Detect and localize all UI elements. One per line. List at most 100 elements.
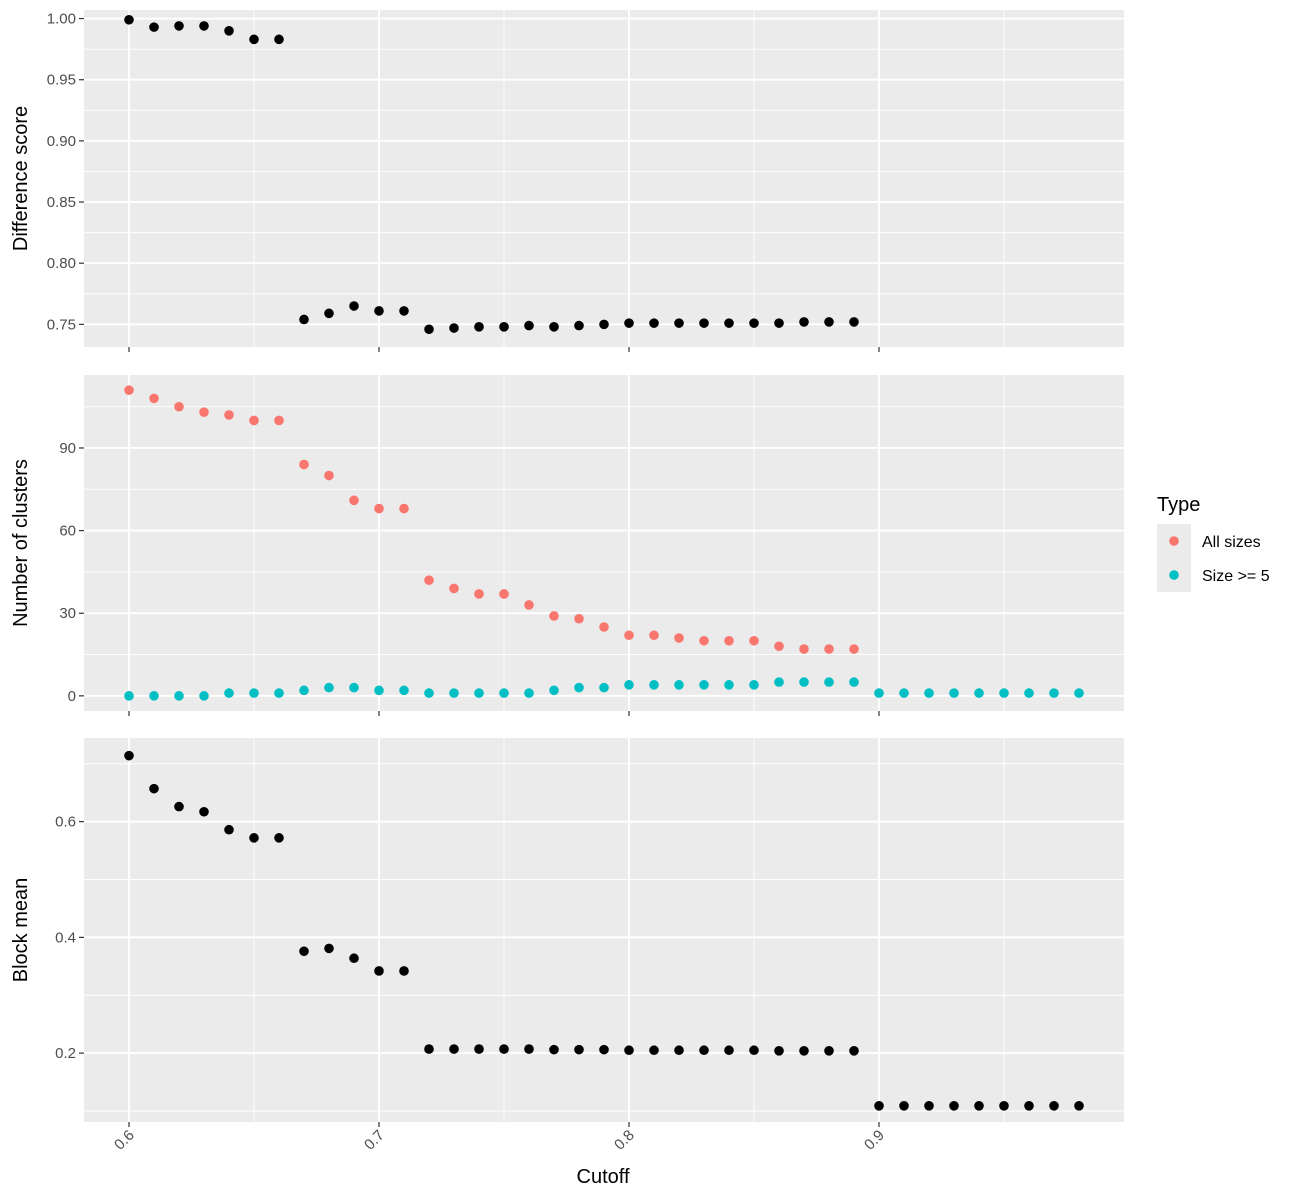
series-3-1: [124, 750, 1084, 1111]
panel-background: [84, 375, 1124, 711]
data-point: [799, 677, 809, 687]
data-point: [424, 324, 434, 335]
y-tick-label: 0.6: [55, 814, 76, 831]
panel-2: 0 30 60 90 Number of clusters: [10, 375, 1124, 716]
data-point: [674, 1045, 684, 1056]
data-point: [299, 459, 309, 470]
panel-background: [84, 738, 1124, 1122]
data-point: [399, 685, 409, 696]
data-point: [549, 322, 559, 332]
data-point: [349, 495, 359, 506]
y-tick-label: 0.4: [55, 929, 76, 946]
data-point: [924, 1100, 934, 1111]
data-point: [274, 415, 284, 426]
y-tick-label: 90: [59, 440, 76, 457]
y-tick-label: 0.2: [55, 1045, 76, 1062]
y-axis-title: Difference score: [10, 106, 32, 251]
data-point: [449, 583, 459, 594]
data-point: [649, 630, 659, 641]
data-point: [149, 22, 159, 32]
data-point: [974, 1100, 984, 1111]
data-point: [674, 633, 684, 643]
data-point: [874, 688, 884, 698]
data-point: [949, 1100, 959, 1111]
data-point: [574, 682, 584, 693]
panel-3: 0.2 0.4 0.6 Block mean: [10, 738, 1124, 1127]
y-axis-title: Block mean: [10, 878, 32, 983]
data-point: [774, 318, 784, 328]
series-2-2: [124, 677, 1084, 701]
data-point: [299, 314, 309, 325]
data-point: [424, 688, 434, 698]
data-point: [474, 1044, 484, 1054]
data-point: [199, 407, 209, 417]
data-point: [149, 393, 159, 404]
data-point: [649, 1045, 659, 1056]
data-point: [899, 688, 909, 698]
y-tick-label: 0.75: [47, 316, 76, 333]
series-2-1: [124, 385, 859, 654]
legend-label-size-ge-5: Size >= 5: [1202, 568, 1270, 585]
data-point: [124, 14, 134, 25]
y-axis-title: Number of clusters: [10, 459, 32, 627]
data-point: [524, 320, 534, 331]
data-point: [374, 306, 384, 316]
data-point: [424, 1044, 434, 1054]
data-point: [824, 317, 834, 327]
legend-key-size-ge-5: [1169, 570, 1179, 580]
data-point: [399, 966, 409, 976]
y-tick-label: 0.85: [47, 194, 76, 211]
data-point: [399, 503, 409, 514]
y-tick-label: 0.90: [47, 133, 76, 150]
data-point: [199, 691, 209, 701]
data-point: [174, 691, 184, 701]
data-point: [699, 1045, 709, 1056]
data-point: [799, 644, 809, 654]
data-point: [249, 415, 259, 426]
data-point: [1049, 1100, 1059, 1111]
y-tick-label: 0.95: [47, 72, 76, 89]
data-point: [474, 589, 484, 599]
data-point: [1074, 1100, 1084, 1111]
data-point: [149, 691, 159, 701]
data-point: [499, 688, 509, 698]
legend: Type All sizes Size >= 5: [1157, 494, 1270, 592]
data-point: [299, 685, 309, 696]
data-point: [724, 1045, 734, 1056]
data-point: [124, 750, 134, 761]
data-point: [624, 1045, 634, 1056]
y-tick-label: 30: [59, 605, 76, 622]
data-point: [374, 966, 384, 976]
data-point: [499, 1044, 509, 1054]
data-point: [474, 688, 484, 698]
data-point: [1024, 1100, 1034, 1111]
data-point: [899, 1100, 909, 1111]
data-point: [549, 611, 559, 621]
data-point: [174, 401, 184, 412]
data-point: [324, 682, 334, 693]
data-point: [624, 318, 634, 328]
data-point: [174, 801, 184, 812]
data-point: [399, 306, 409, 316]
data-point: [774, 641, 784, 652]
data-point: [449, 688, 459, 698]
data-point: [774, 677, 784, 687]
data-point: [549, 685, 559, 696]
data-point: [799, 317, 809, 327]
legend-title: Type: [1157, 494, 1200, 516]
data-point: [349, 953, 359, 964]
series-1-1: [124, 14, 859, 335]
data-point: [599, 1044, 609, 1055]
y-tick-label: 1.00: [47, 11, 76, 28]
data-point: [674, 318, 684, 328]
data-point: [599, 319, 609, 330]
data-point: [1024, 688, 1034, 698]
data-point: [524, 688, 534, 698]
data-point: [599, 682, 609, 693]
y-tick-label: 0.80: [47, 255, 76, 272]
data-point: [824, 1046, 834, 1056]
data-point: [349, 682, 359, 693]
data-point: [699, 680, 709, 690]
data-point: [749, 1045, 759, 1056]
